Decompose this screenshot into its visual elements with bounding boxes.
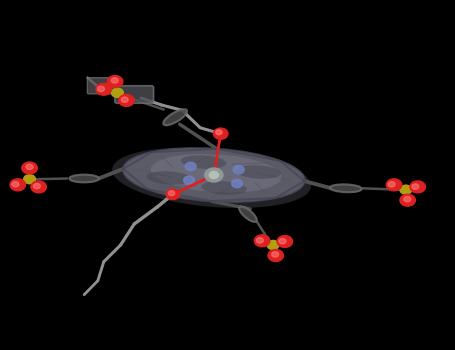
- Circle shape: [208, 170, 220, 180]
- Circle shape: [205, 168, 223, 182]
- Circle shape: [404, 196, 411, 202]
- Circle shape: [213, 128, 228, 139]
- Ellipse shape: [202, 181, 247, 195]
- Ellipse shape: [123, 148, 304, 202]
- Circle shape: [209, 172, 218, 178]
- Circle shape: [272, 252, 278, 257]
- Circle shape: [107, 76, 123, 88]
- Circle shape: [97, 86, 105, 92]
- Circle shape: [166, 189, 180, 199]
- Circle shape: [277, 236, 293, 247]
- Circle shape: [121, 97, 128, 102]
- Circle shape: [24, 175, 35, 184]
- Circle shape: [168, 191, 175, 196]
- Circle shape: [400, 185, 412, 194]
- Circle shape: [386, 179, 402, 191]
- FancyBboxPatch shape: [115, 86, 154, 103]
- FancyBboxPatch shape: [87, 78, 115, 94]
- Circle shape: [254, 235, 270, 247]
- Circle shape: [207, 169, 221, 181]
- Circle shape: [119, 94, 134, 106]
- Ellipse shape: [147, 171, 192, 185]
- Circle shape: [257, 238, 263, 243]
- Circle shape: [183, 176, 194, 184]
- Ellipse shape: [330, 184, 362, 192]
- Ellipse shape: [239, 206, 257, 222]
- Circle shape: [22, 162, 37, 174]
- Ellipse shape: [163, 109, 187, 125]
- Ellipse shape: [112, 148, 311, 208]
- Ellipse shape: [236, 165, 281, 179]
- Circle shape: [233, 166, 244, 174]
- Circle shape: [96, 83, 111, 95]
- Circle shape: [185, 162, 196, 171]
- Circle shape: [279, 238, 286, 244]
- Ellipse shape: [181, 155, 226, 169]
- Circle shape: [10, 179, 25, 191]
- Ellipse shape: [69, 175, 99, 182]
- Circle shape: [111, 78, 118, 83]
- Circle shape: [31, 181, 46, 193]
- Circle shape: [26, 164, 33, 169]
- Circle shape: [33, 183, 40, 189]
- Circle shape: [267, 240, 279, 250]
- Circle shape: [400, 194, 415, 206]
- Circle shape: [111, 88, 123, 97]
- Circle shape: [216, 130, 222, 135]
- Circle shape: [268, 250, 283, 261]
- Ellipse shape: [151, 154, 282, 192]
- Circle shape: [410, 181, 425, 193]
- Circle shape: [388, 182, 395, 187]
- Circle shape: [412, 184, 419, 189]
- Circle shape: [232, 179, 243, 188]
- Circle shape: [12, 182, 19, 187]
